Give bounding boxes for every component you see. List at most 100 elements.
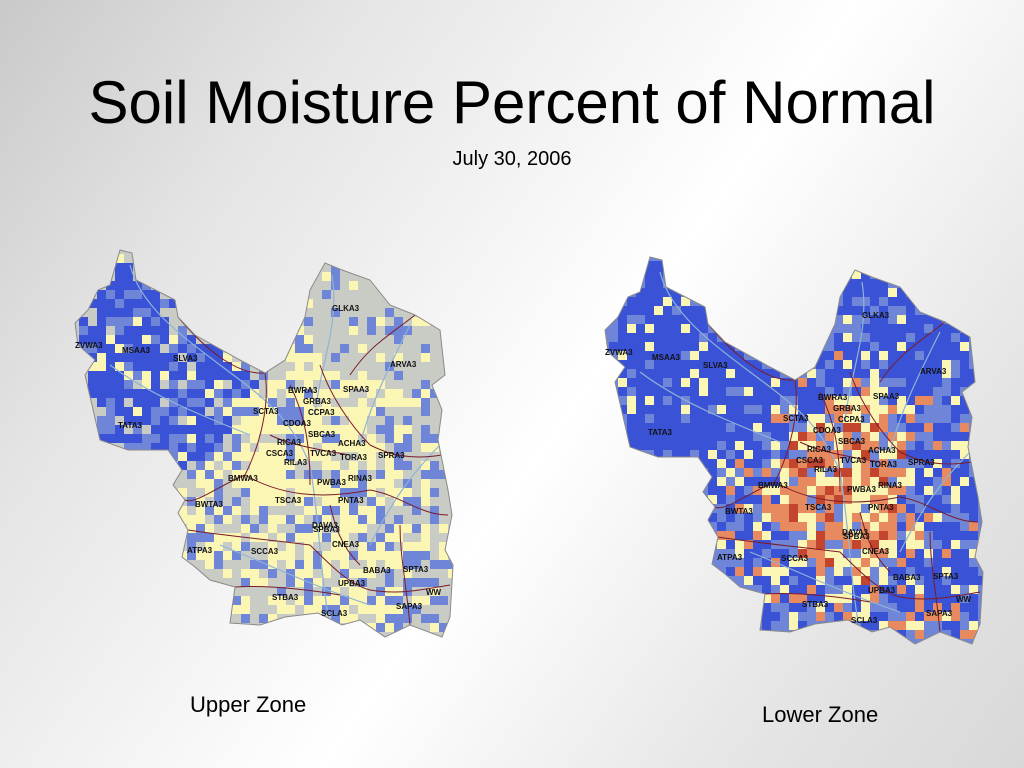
moisture-cell [331,344,340,353]
moisture-cell [124,272,133,281]
moisture-cell [762,612,771,621]
moisture-cell [187,551,196,560]
moisture-cell [951,450,960,459]
moisture-cell [960,504,969,513]
moisture-cell [609,351,618,360]
moisture-cell [241,488,250,497]
moisture-cell [960,378,969,387]
moisture-cell [448,560,453,569]
moisture-cell [412,542,421,551]
moisture-cell [879,513,888,522]
moisture-cell [933,324,942,333]
moisture-cell [124,362,133,371]
moisture-cell [717,468,726,477]
moisture-cell [358,290,367,299]
moisture-cell [322,353,331,362]
moisture-cell [627,324,636,333]
moisture-cell [735,513,744,522]
moisture-cell [394,389,403,398]
moisture-cell [951,594,960,603]
moisture-cell [681,369,690,378]
moisture-cell [241,560,250,569]
moisture-cell [753,522,762,531]
moisture-cell [367,488,376,497]
moisture-cell [232,362,241,371]
moisture-cell [223,380,232,389]
moisture-cell [286,353,295,362]
moisture-cell [951,612,960,621]
moisture-cell [906,297,915,306]
moisture-cell [861,324,870,333]
moisture-cell [142,353,151,362]
moisture-cell [654,324,663,333]
moisture-cell [852,585,861,594]
moisture-cell [879,306,888,315]
moisture-cell [385,317,394,326]
moisture-cell [780,576,789,585]
moisture-cell [816,486,825,495]
moisture-cell [816,414,825,423]
moisture-cell [160,317,169,326]
moisture-cell [789,603,798,612]
moisture-cell [394,551,403,560]
moisture-cell [717,486,726,495]
moisture-cell [322,344,331,353]
moisture-cell [843,603,852,612]
moisture-cell [340,290,349,299]
moisture-cell [726,342,735,351]
moisture-cell [232,407,241,416]
moisture-cell [232,398,241,407]
moisture-cell [268,389,277,398]
basin-label: UPBA3 [868,586,896,595]
moisture-cell [762,396,771,405]
moisture-cell [879,549,888,558]
moisture-cell [780,405,789,414]
moisture-cell [160,389,169,398]
moisture-cell [259,542,268,551]
moisture-cell [861,405,870,414]
moisture-cell [654,378,663,387]
moisture-cell [951,603,960,612]
moisture-cell [654,414,663,423]
moisture-cell [780,513,789,522]
moisture-cell [744,450,753,459]
moisture-cell [340,461,349,470]
moisture-cell [735,387,744,396]
basin-label: RINA3 [348,474,373,483]
moisture-cell [807,504,816,513]
moisture-cell [699,450,708,459]
moisture-cell [268,371,277,380]
moisture-cell [187,515,196,524]
moisture-cell [250,461,259,470]
moisture-cell [816,513,825,522]
moisture-cell [951,423,960,432]
moisture-cell [645,288,654,297]
moisture-cell [448,569,453,578]
moisture-cell [403,317,412,326]
moisture-cell [726,396,735,405]
moisture-cell [933,432,942,441]
moisture-cell [241,569,250,578]
moisture-cell [924,468,933,477]
moisture-cell [259,470,268,479]
moisture-cell [618,396,627,405]
moisture-cell [825,414,834,423]
moisture-cell [618,333,627,342]
basin-label: BABA3 [363,566,391,575]
moisture-cell [861,594,870,603]
moisture-cell [340,299,349,308]
moisture-cell [151,371,160,380]
moisture-cell [636,360,645,369]
moisture-cell [196,371,205,380]
moisture-cell [636,369,645,378]
moisture-cell [717,378,726,387]
moisture-cell [430,398,439,407]
moisture-cell [924,387,933,396]
moisture-cell [205,398,214,407]
moisture-cell [115,434,124,443]
moisture-cell [232,533,241,542]
moisture-cell [313,605,322,614]
moisture-cell [861,468,870,477]
moisture-cell [250,515,259,524]
moisture-cell [142,434,151,443]
